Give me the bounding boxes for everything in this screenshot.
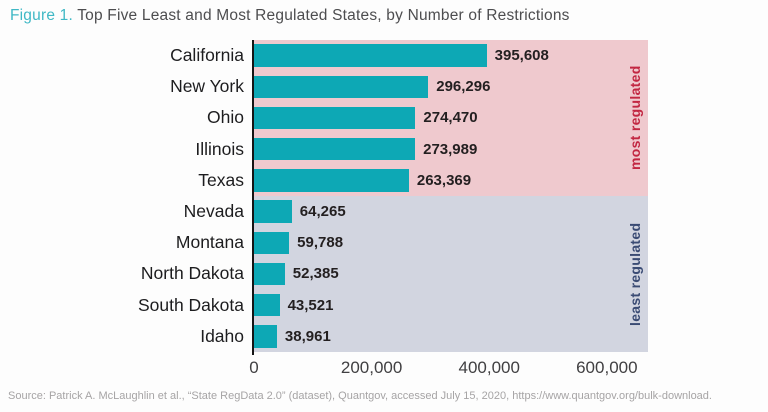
state-label: New York [170, 76, 244, 97]
source-note: Source: Patrick A. McLaughlin et al., “S… [8, 390, 712, 402]
state-label: Illinois [195, 138, 244, 159]
state-label: Nevada [183, 201, 244, 222]
value-label: 296,296 [436, 78, 491, 96]
value-label: 43,521 [287, 296, 334, 314]
state-label: North Dakota [140, 263, 244, 284]
bar [254, 137, 416, 161]
bar [254, 106, 416, 130]
state-label: Texas [198, 169, 244, 190]
bar [254, 262, 285, 286]
state-label: Montana [175, 232, 244, 253]
chart-row: South Dakota 43,521 [138, 290, 648, 321]
value-label: 59,788 [297, 234, 344, 252]
chart-row: North Dakota 52,385 [141, 258, 648, 289]
bar [254, 200, 292, 223]
x-tick-label: 0 [249, 358, 259, 377]
x-tick-label: 600,000 [576, 358, 638, 377]
bar [254, 293, 280, 317]
chart-row: Texas 263,369 [198, 165, 648, 196]
chart-row: Ohio 274,470 [207, 102, 648, 133]
figure-title: Figure 1. Top Five Least and Most Regula… [10, 7, 570, 25]
bar [254, 325, 277, 348]
chart-row: New York 296,296 [170, 71, 648, 102]
figure-title-text: Top Five Least and Most Regulated States… [72, 7, 570, 24]
value-label: 52,385 [292, 265, 339, 283]
value-label: 263,369 [416, 171, 472, 189]
value-label: 273,989 [423, 140, 478, 158]
chart-row: Idaho 38,961 [200, 321, 648, 352]
state-label: South Dakota [137, 294, 244, 315]
chart-row: Montana 59,788 [176, 227, 648, 258]
x-axis: 0 200,000 400,000 600,000 [249, 358, 648, 380]
state-label: Ohio [207, 107, 244, 128]
x-tick-label: 200,000 [340, 358, 403, 377]
figure-label: Figure 1. [10, 7, 73, 24]
bar [254, 75, 429, 99]
value-label: 64,265 [299, 203, 346, 221]
bar [254, 169, 409, 192]
y-axis-line [252, 40, 254, 355]
chart-row: California 395,608 [170, 40, 648, 71]
bar [254, 231, 290, 255]
state-label: Idaho [200, 325, 244, 346]
value-label: 38,961 [284, 327, 331, 345]
most-regulated-label: most regulated [627, 65, 643, 171]
x-tick-label: 400,000 [458, 358, 520, 377]
value-label: 274,470 [423, 109, 478, 127]
state-label: California [170, 45, 244, 66]
value-label: 395,608 [494, 47, 549, 65]
bar-chart: California 395,608 New York 296,296 Ohio… [138, 40, 648, 355]
bar [254, 44, 487, 67]
least-regulated-label: least regulated [627, 222, 643, 326]
chart-row: Illinois 273,989 [195, 134, 648, 165]
chart-row: Nevada 64,265 [184, 196, 648, 227]
least-regulated-band [254, 196, 648, 352]
